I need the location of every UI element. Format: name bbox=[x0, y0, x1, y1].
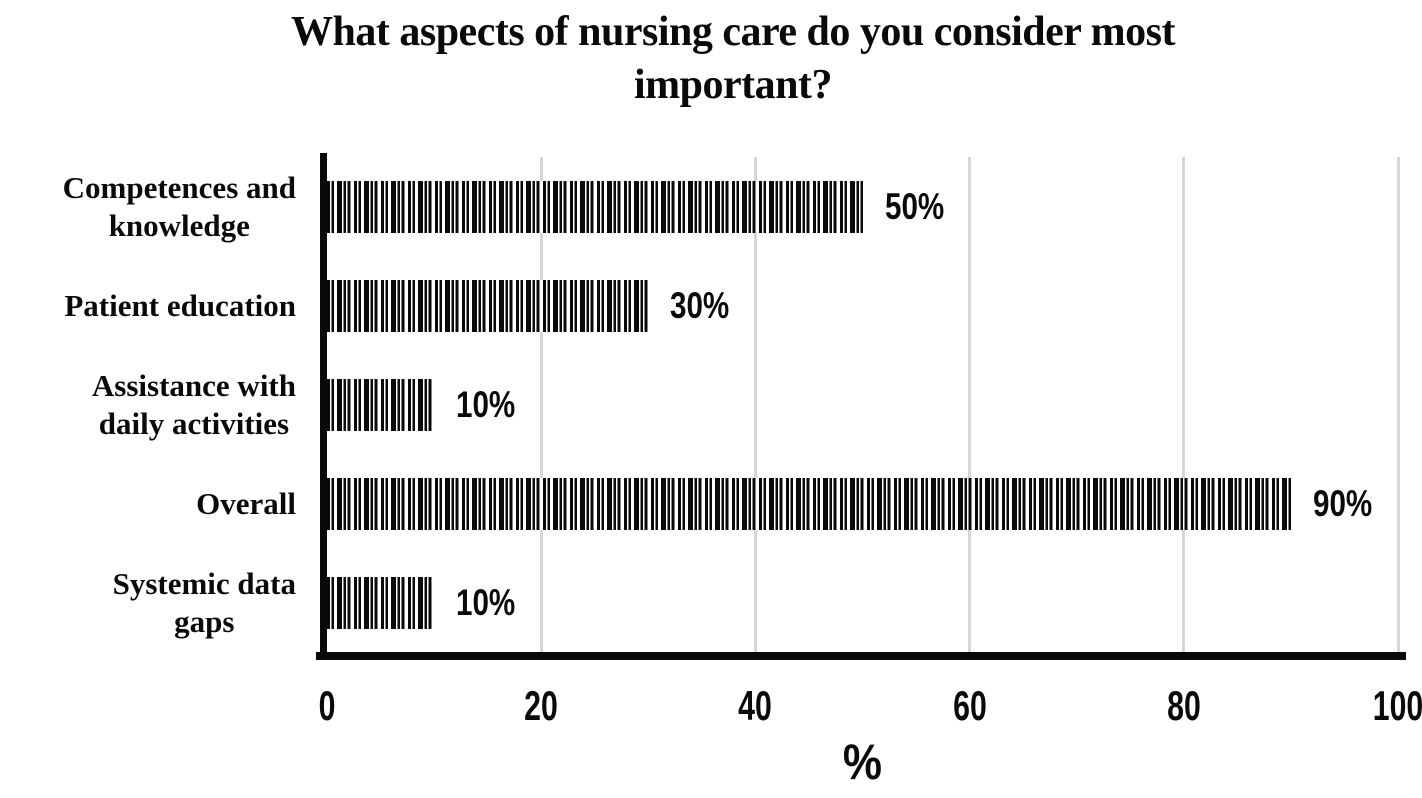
x-axis-line bbox=[316, 652, 1406, 660]
category-label: Competences and knowledge bbox=[0, 157, 296, 256]
category-label-line: daily activities bbox=[98, 405, 290, 441]
category-label: Overall bbox=[0, 454, 296, 553]
category-label-lines: Systemic data gaps bbox=[113, 565, 296, 641]
x-axis-title: % bbox=[842, 734, 883, 790]
x-tick-label: 80 bbox=[1166, 682, 1201, 729]
category-label-lines: Assistance with daily activities bbox=[92, 367, 296, 443]
bar bbox=[327, 477, 1291, 530]
x-tick-label: 60 bbox=[952, 682, 987, 729]
category-label-line: Assistance with bbox=[91, 367, 296, 403]
category-label-line: gaps bbox=[174, 603, 235, 639]
gridline bbox=[539, 157, 543, 652]
category-label-lines: Patient education bbox=[64, 287, 296, 325]
bar bbox=[327, 378, 435, 431]
gridline bbox=[753, 157, 757, 652]
x-tick-label: 20 bbox=[524, 682, 559, 729]
bar-value-label: 30% bbox=[670, 284, 730, 326]
bar bbox=[327, 180, 863, 233]
category-label-line: Competences and bbox=[62, 169, 296, 205]
chart-title: What aspects of nursing care do you cons… bbox=[291, 9, 1175, 108]
category-label: Systemic data gaps bbox=[0, 553, 296, 652]
category-label-line: Patient education bbox=[64, 287, 296, 323]
category-label-line: knowledge bbox=[108, 207, 250, 243]
bar bbox=[327, 279, 649, 332]
bar-value-label: 10% bbox=[456, 383, 516, 425]
gridline bbox=[1182, 157, 1186, 652]
category-label: Patient education bbox=[0, 256, 296, 355]
bar-value-label: 50% bbox=[884, 185, 944, 227]
x-tick-label: 40 bbox=[738, 682, 773, 729]
y-axis-line bbox=[320, 153, 327, 660]
category-label-lines: Competences and knowledge bbox=[63, 169, 296, 245]
gridline bbox=[968, 157, 972, 652]
gridline bbox=[1396, 157, 1400, 652]
x-tick-label: 0 bbox=[318, 682, 336, 729]
category-label: Assistance with daily activities bbox=[0, 355, 296, 454]
bar-value-label: 10% bbox=[456, 581, 516, 623]
category-label-line: Overall bbox=[196, 485, 296, 521]
category-label-line: Systemic data bbox=[112, 565, 296, 601]
bar bbox=[327, 576, 435, 629]
x-tick-label: 100 bbox=[1372, 682, 1422, 729]
category-label-lines: Overall bbox=[196, 485, 296, 523]
bar-value-label: 90% bbox=[1312, 482, 1373, 524]
